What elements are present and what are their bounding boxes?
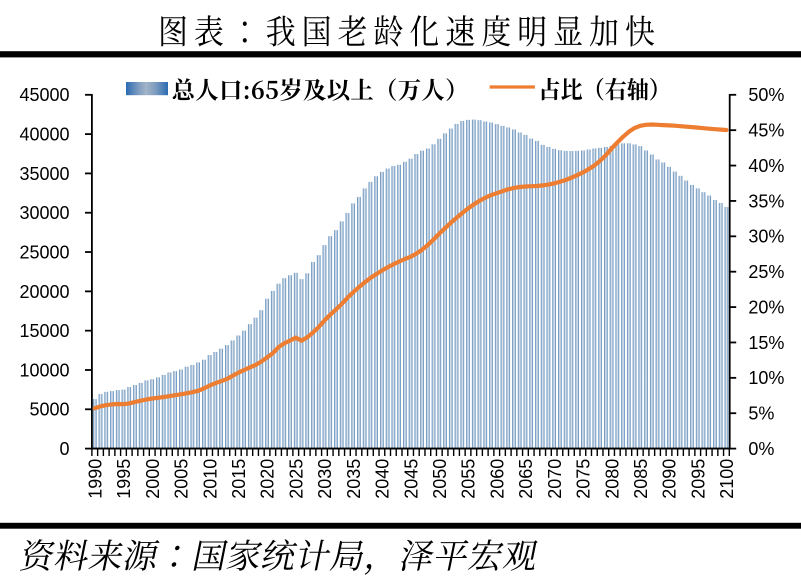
svg-text:2070: 2070 — [545, 459, 565, 499]
svg-text:15%: 15% — [748, 333, 784, 353]
svg-text:5000: 5000 — [29, 400, 69, 420]
svg-text:25%: 25% — [748, 262, 784, 282]
svg-text:2010: 2010 — [200, 459, 220, 499]
svg-text:45000: 45000 — [19, 85, 69, 105]
svg-text:2080: 2080 — [602, 459, 622, 499]
svg-text:2040: 2040 — [373, 459, 393, 499]
svg-text:2035: 2035 — [344, 459, 364, 499]
svg-text:2045: 2045 — [401, 459, 421, 499]
svg-text:10000: 10000 — [19, 360, 69, 380]
svg-text:2055: 2055 — [459, 459, 479, 499]
svg-text:2020: 2020 — [258, 459, 278, 499]
svg-text:2090: 2090 — [660, 459, 680, 499]
svg-text:35000: 35000 — [19, 164, 69, 184]
svg-text:2085: 2085 — [631, 459, 651, 499]
svg-text:2100: 2100 — [717, 459, 737, 499]
svg-text:10%: 10% — [748, 368, 784, 388]
svg-text:25000: 25000 — [19, 242, 69, 262]
svg-text:1995: 1995 — [114, 459, 134, 499]
svg-text:2065: 2065 — [516, 459, 536, 499]
svg-text:40%: 40% — [748, 156, 784, 176]
svg-text:20%: 20% — [748, 297, 784, 317]
svg-text:45%: 45% — [748, 121, 784, 141]
svg-text:2030: 2030 — [315, 459, 335, 499]
svg-text:2025: 2025 — [286, 459, 306, 499]
svg-text:2095: 2095 — [688, 459, 708, 499]
svg-text:35%: 35% — [748, 191, 784, 211]
svg-text:30%: 30% — [748, 227, 784, 247]
svg-text:15000: 15000 — [19, 321, 69, 341]
svg-text:30000: 30000 — [19, 203, 69, 223]
svg-text:20000: 20000 — [19, 282, 69, 302]
svg-text:2015: 2015 — [229, 459, 249, 499]
svg-text:2000: 2000 — [143, 459, 163, 499]
svg-text:0: 0 — [59, 439, 69, 459]
svg-text:1990: 1990 — [85, 459, 105, 499]
svg-text:2005: 2005 — [172, 459, 192, 499]
svg-text:50%: 50% — [748, 85, 784, 105]
svg-text:40000: 40000 — [19, 125, 69, 145]
svg-text:2050: 2050 — [430, 459, 450, 499]
svg-text:0%: 0% — [748, 439, 774, 459]
svg-text:2060: 2060 — [487, 459, 507, 499]
svg-text:2075: 2075 — [574, 459, 594, 499]
svg-text:5%: 5% — [748, 404, 774, 424]
